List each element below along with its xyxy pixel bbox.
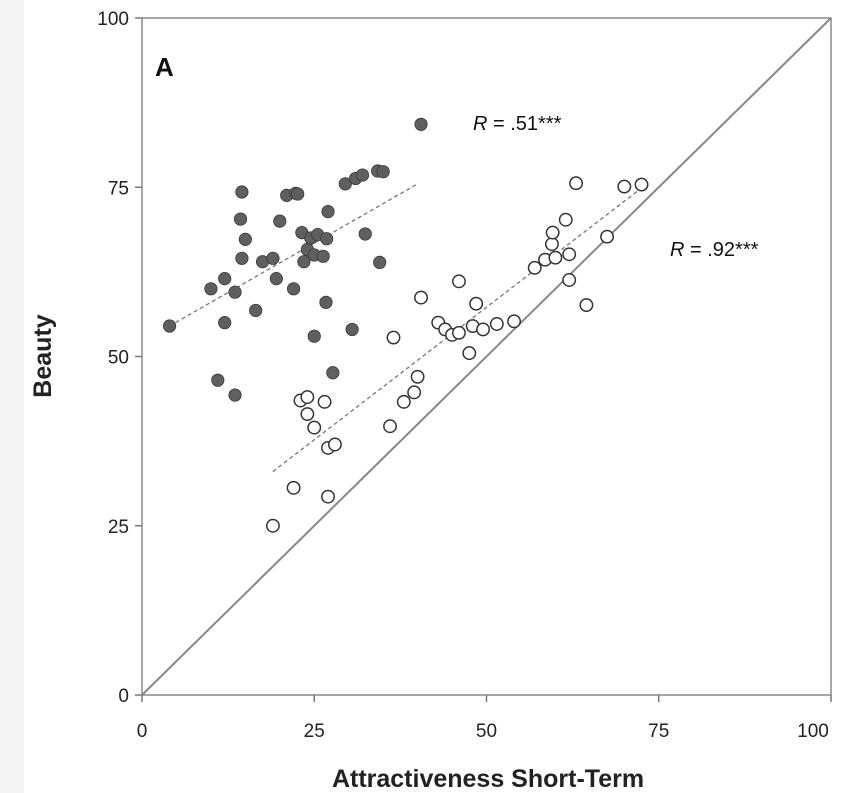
trend-line-series-1 <box>169 183 418 327</box>
r-label-series-1: R = .51*** <box>473 113 562 135</box>
open-data-point <box>507 314 522 329</box>
open-data-point <box>558 212 573 227</box>
y-tick-label: 75 <box>108 178 129 199</box>
open-data-point <box>327 437 342 452</box>
filled-data-point <box>238 232 252 246</box>
open-data-point <box>548 250 563 265</box>
open-data-point <box>451 274 466 289</box>
r-label-value: = .51*** <box>487 113 561 135</box>
x-tick-label: 75 <box>648 721 669 742</box>
open-data-point <box>545 237 559 252</box>
x-tick-label: 50 <box>476 721 497 742</box>
open-data-point <box>476 322 491 337</box>
filled-data-point <box>326 366 340 380</box>
panel-label: A <box>155 52 174 82</box>
open-data-point <box>562 247 577 262</box>
open-data-point <box>462 346 477 361</box>
open-data-point <box>286 480 301 495</box>
filled-data-point <box>376 165 390 179</box>
filled-data-point <box>162 319 177 333</box>
filled-data-point <box>338 177 352 191</box>
filled-data-point <box>286 282 301 296</box>
open-data-point <box>300 407 315 421</box>
filled-data-point <box>307 329 321 343</box>
open-data-point <box>300 390 315 405</box>
open-data-point <box>383 419 397 434</box>
open-data-point <box>396 394 411 409</box>
filled-data-point <box>414 117 428 131</box>
r-label-italic: R <box>473 113 487 135</box>
open-data-point <box>317 394 332 409</box>
identity-line <box>141 17 832 696</box>
filled-data-point <box>345 322 359 337</box>
open-data-point <box>265 518 280 533</box>
filled-data-point <box>321 205 335 219</box>
x-tick-label: 0 <box>137 721 148 742</box>
filled-data-point <box>235 251 249 265</box>
filled-data-point <box>233 212 248 226</box>
filled-data-point <box>249 303 263 318</box>
open-data-point <box>545 225 560 240</box>
x-tick-label: 100 <box>797 721 829 742</box>
open-data-point <box>562 273 577 287</box>
page-margin <box>0 0 24 793</box>
open-data-point <box>407 385 422 400</box>
filled-data-point <box>320 232 334 246</box>
r-label-series-2: R = .92*** <box>670 239 759 261</box>
filled-data-point <box>319 295 333 309</box>
x-axis-label: Attractiveness Short-Term <box>332 765 644 793</box>
filled-data-point <box>355 168 370 182</box>
filled-data-point <box>204 282 218 296</box>
open-data-point <box>469 296 484 311</box>
open-data-point <box>410 369 425 384</box>
y-axis-label: Beauty <box>29 314 57 397</box>
filled-data-point <box>316 249 330 263</box>
open-data-point <box>386 330 401 345</box>
filled-data-point <box>235 185 249 199</box>
open-data-point <box>600 229 615 244</box>
filled-data-point <box>297 255 311 269</box>
x-tick-label: 25 <box>304 721 325 742</box>
open-data-point <box>617 179 632 194</box>
filled-data-point <box>266 251 280 265</box>
y-tick-label: 100 <box>97 9 129 30</box>
filled-data-point <box>218 272 232 286</box>
filled-data-point <box>269 272 283 286</box>
filled-data-point <box>273 214 287 228</box>
filled-data-point <box>218 316 232 330</box>
open-data-point <box>489 317 504 331</box>
filled-data-point <box>291 187 305 201</box>
filled-data-point <box>358 227 372 241</box>
y-tick-label: 25 <box>108 517 129 538</box>
open-data-point <box>579 298 594 312</box>
open-data-point <box>451 325 466 340</box>
r-label-italic: R <box>670 239 684 261</box>
filled-data-point <box>228 285 242 299</box>
filled-data-point <box>373 255 387 269</box>
open-data-point <box>527 260 542 275</box>
open-data-point <box>634 177 649 192</box>
open-data-point <box>321 489 335 504</box>
r-label-value: = .92*** <box>684 239 758 261</box>
open-data-point <box>569 176 584 191</box>
filled-data-point <box>228 388 242 402</box>
open-data-point <box>307 420 322 435</box>
y-tick-label: 0 <box>118 686 129 707</box>
filled-data-point <box>211 373 225 387</box>
y-tick-label: 50 <box>108 348 129 369</box>
open-data-point <box>414 290 428 305</box>
